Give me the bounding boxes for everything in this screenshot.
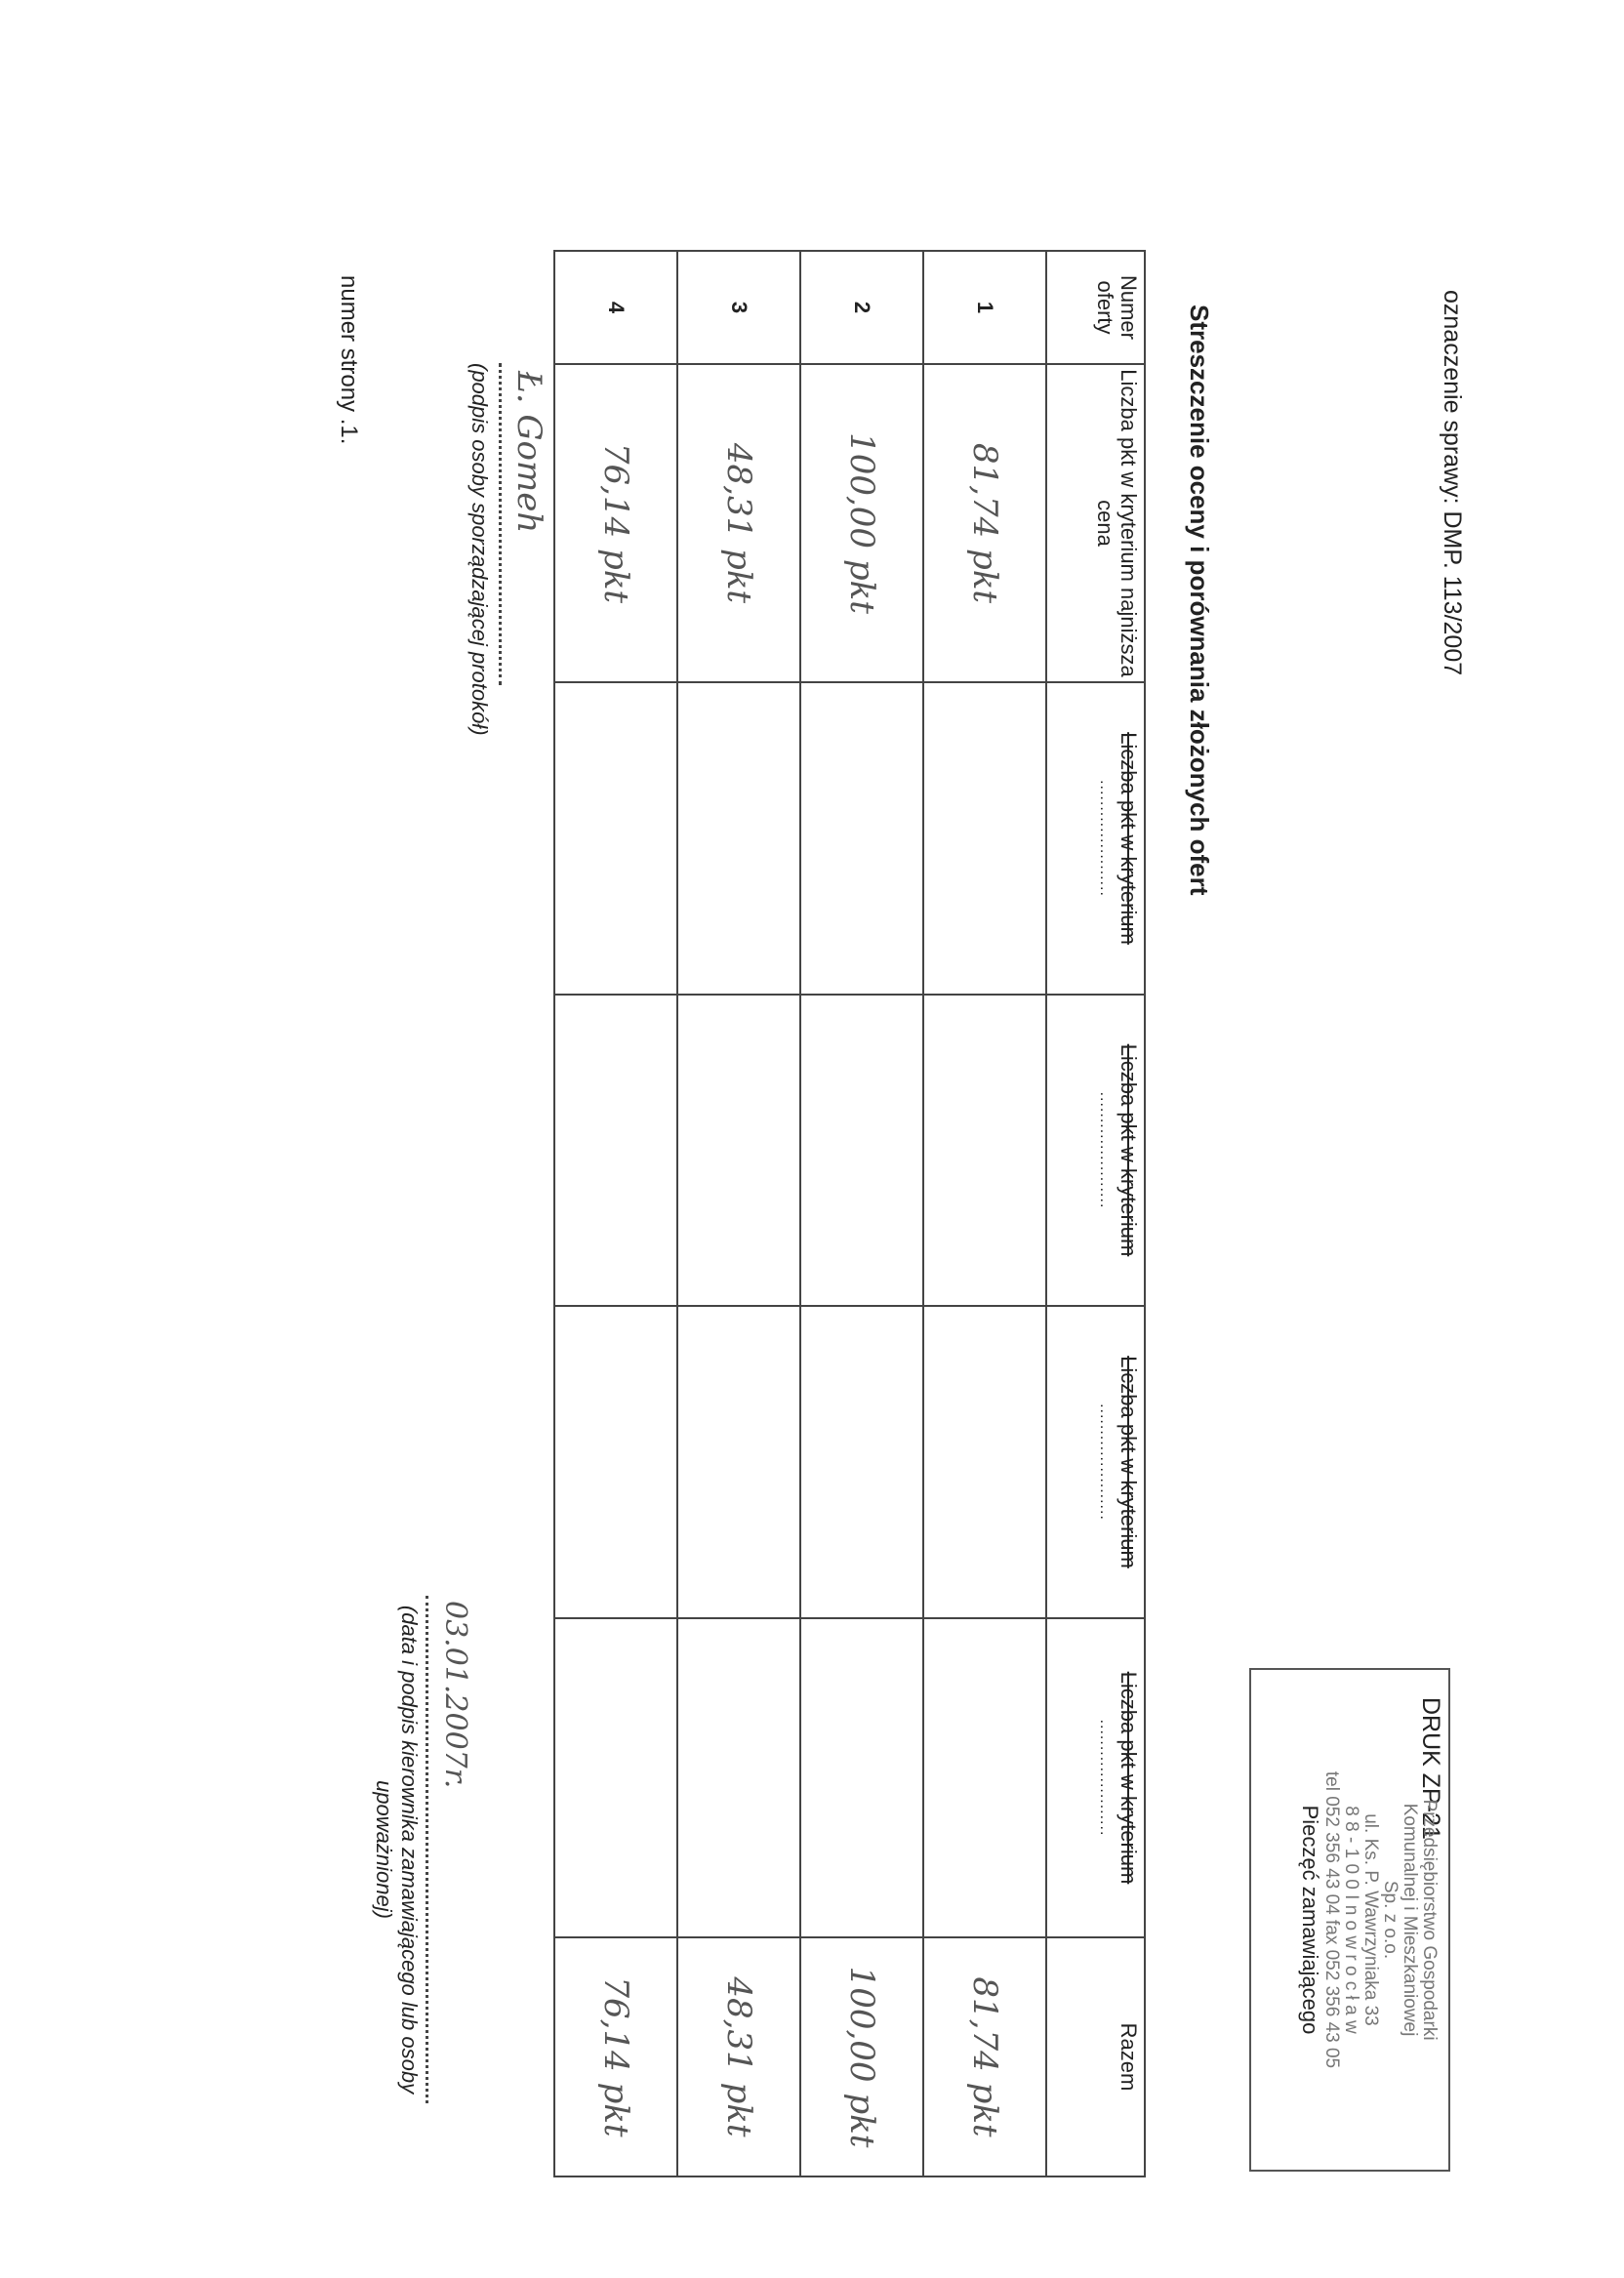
empty-cell [677, 1306, 800, 1618]
column-header: Liczba pkt w kryterium..................… [1046, 995, 1145, 1306]
empty-cell [800, 1306, 923, 1618]
empty-cell [800, 995, 923, 1306]
offer-number: 1 [923, 251, 1046, 364]
empty-cell [677, 1618, 800, 1937]
offer-number: 4 [554, 251, 677, 364]
handwritten-date: 03.01.2007r. [438, 1601, 472, 1789]
column-header: Liczba pkt w kryterium najniższa cena [1046, 364, 1145, 682]
offer-number: 3 [677, 251, 800, 364]
stamp-caption: Pieczęć zamawiającego [1298, 1805, 1322, 2035]
table-header-row: Numer oferty Liczba pkt w kryterium najn… [1046, 251, 1145, 2176]
empty-cell [677, 682, 800, 995]
stamp-line: Komunalnej i Mieszkaniowej [1400, 1803, 1420, 2037]
manager-caption: (data i podpis kierownika zamawiającego … [372, 1605, 422, 2095]
stamp-line: tel 052 356 43 04 fax 052 356 43 05 [1321, 1770, 1342, 2069]
column-sublabel: ...................... [1097, 780, 1114, 897]
empty-cell [554, 682, 677, 995]
column-label: Liczba pkt w kryterium [1116, 1671, 1141, 1885]
empty-cell [554, 995, 677, 1306]
column-sublabel: ...................... [1097, 1719, 1114, 1837]
empty-cell [677, 995, 800, 1306]
page-number: numer strony .1. [336, 275, 362, 445]
column-label: Liczba pkt w kryterium [1116, 1043, 1141, 1257]
column-label: Liczba pkt w kryterium [1116, 732, 1141, 945]
company-stamp: Przedsiębiorstwo Gospodarki Komunalnej i… [1249, 1668, 1450, 2172]
empty-cell [923, 995, 1046, 1306]
empty-cell [554, 1618, 677, 1937]
empty-cell [554, 1306, 677, 1618]
total-points: 81,74 pkt [923, 1937, 1046, 2176]
column-header: Numer oferty [1046, 251, 1145, 364]
page-title: Streszczenie oceny i porównania złożonyc… [1185, 305, 1214, 896]
stamp-line: Przedsiębiorstwo Gospodarki [1419, 1799, 1440, 2041]
total-points: 48,31 pkt [677, 1937, 800, 2176]
table-row: 3 48,31 pkt 48,31 pkt [677, 251, 800, 2176]
total-points: 76,14 pkt [554, 1937, 677, 2176]
stamp-line: 8 8 - 1 0 0 I n o w r o c ł a w [1341, 1806, 1361, 2034]
column-header: Liczba pkt w kryterium..................… [1046, 682, 1145, 995]
empty-cell [923, 1306, 1046, 1618]
price-points: 100,00 pkt [800, 364, 923, 682]
column-header: Razem [1046, 1937, 1145, 2176]
total-points: 100,00 pkt [800, 1937, 923, 2176]
empty-cell [923, 1618, 1046, 1937]
column-sublabel: ...................... [1097, 1091, 1114, 1209]
case-reference: oznaczenie sprawy: DMP. 113/2007 [1439, 290, 1466, 676]
price-points: 48,31 pkt [677, 364, 800, 682]
column-sublabel: ...................... [1097, 1403, 1114, 1521]
table-row: 4 76,14 pkt 76,14 pkt [554, 251, 677, 2176]
offers-table: Numer oferty Liczba pkt w kryterium najn… [553, 250, 1146, 2177]
price-points: 76,14 pkt [554, 364, 677, 682]
column-label: Liczba pkt w kryterium [1116, 1356, 1141, 1568]
table-row: 1 81,74 pkt 81,74 pkt [923, 251, 1046, 2176]
price-points: 81,74 pkt [923, 364, 1046, 682]
empty-cell [923, 682, 1046, 995]
empty-cell [800, 682, 923, 995]
stamp-line: ul. Ks. P. Wawrzyniaka 33 [1360, 1813, 1381, 2026]
stamp-line: Sp. z o.o. [1380, 1880, 1401, 1960]
column-header: Liczba pkt w kryterium..................… [1046, 1618, 1145, 1937]
empty-cell [800, 1618, 923, 1937]
preparer-signature: Ł. Gomeh [509, 371, 548, 534]
offer-number: 2 [800, 251, 923, 364]
table-row: 2 100,00 pkt 100,00 pkt [800, 251, 923, 2176]
column-header: Liczba pkt w kryterium..................… [1046, 1306, 1145, 1618]
preparer-caption: (podpis osoby sporządzającej protokół) [467, 363, 492, 736]
